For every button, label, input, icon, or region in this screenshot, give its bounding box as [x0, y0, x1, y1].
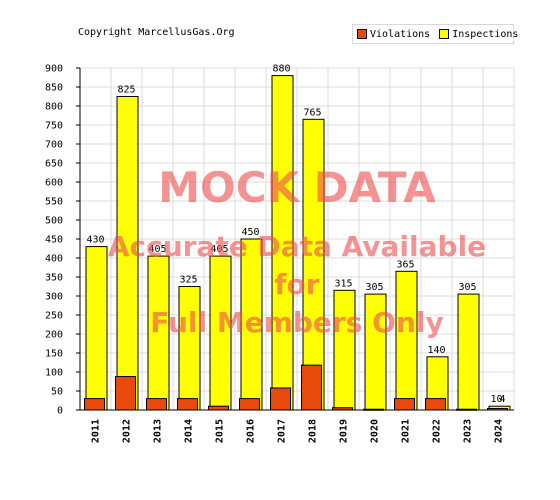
copyright-text: Copyright MarcellusGas.Org: [78, 27, 235, 38]
data-label-inspections: 450: [241, 227, 259, 238]
watermark-line-1: Accurate Data Available: [107, 230, 487, 263]
legend-item-inspections: Inspections: [439, 29, 518, 40]
data-label-violations: 4: [499, 394, 505, 405]
x-tick-label: 2018: [308, 419, 319, 443]
y-tick-label: 0: [57, 406, 63, 417]
y-tick-label: 250: [45, 311, 63, 322]
data-label-inspections: 430: [86, 235, 104, 246]
data-label-violations: 30: [430, 385, 442, 396]
legend: Violations Inspections: [352, 24, 518, 44]
watermark-line-2: for: [274, 268, 320, 301]
y-tick-label: 200: [45, 330, 63, 341]
legend-label-violations: Violations: [370, 28, 431, 40]
legend-swatch-inspections: [439, 29, 450, 39]
x-tick-label: 2017: [277, 419, 288, 443]
data-label-inspections: 140: [427, 345, 445, 356]
data-label-inspections: 880: [272, 64, 290, 75]
y-tick-label: 500: [45, 216, 63, 227]
data-label-inspections: 405: [148, 244, 166, 255]
bar-violations: [177, 398, 198, 411]
bar-violations: [394, 398, 415, 411]
bar-violations: [487, 407, 508, 411]
data-label-violations: 88: [120, 364, 132, 375]
data-label-inspections: 825: [117, 85, 135, 96]
x-tick-label: 2014: [184, 419, 195, 443]
watermark-line-3: Full Members Only: [150, 306, 444, 339]
data-label-violations: 118: [303, 352, 321, 363]
data-label-inspections: 305: [458, 282, 476, 293]
x-tick-label: 2013: [153, 419, 164, 443]
x-tick-label: 2012: [122, 419, 133, 443]
bar-violations: [115, 376, 136, 411]
y-tick-label: 550: [45, 197, 63, 208]
data-label-violations: 30: [182, 385, 194, 396]
data-label-violations: 30: [89, 385, 101, 396]
data-label-violations: 58: [275, 375, 287, 386]
watermark-main: MOCK DATA: [158, 163, 436, 212]
x-tick-label: 2021: [401, 419, 412, 443]
y-tick-label: 650: [45, 159, 63, 170]
data-label-inspections: 765: [303, 107, 321, 118]
y-tick-label: 350: [45, 273, 63, 284]
data-label-violations: 6: [340, 385, 346, 396]
x-tick-label: 2019: [339, 419, 350, 443]
y-tick-label: 600: [45, 178, 63, 189]
x-tick-label: 2022: [432, 419, 443, 443]
data-label-violations: 30: [244, 385, 256, 396]
bar-violations: [84, 398, 105, 411]
y-tick-label: 850: [45, 83, 63, 94]
legend-item-violations: Violations: [357, 29, 430, 40]
x-tick-label: 2016: [246, 419, 257, 443]
data-label-violations: 10: [213, 385, 225, 396]
bar-violations: [239, 398, 260, 411]
bar-violations: [363, 408, 384, 411]
data-label-inspections: 325: [179, 275, 197, 286]
bar-violations: [208, 405, 229, 411]
y-tick-label: 150: [45, 349, 63, 360]
y-tick-label: 700: [45, 140, 63, 151]
y-tick-label: 300: [45, 292, 63, 303]
y-tick-label: 450: [45, 235, 63, 246]
data-label-violations: 30: [399, 385, 411, 396]
y-tick-label: 400: [45, 254, 63, 265]
x-tick-label: 2011: [91, 419, 102, 443]
x-tick-label: 2024: [494, 419, 505, 443]
bar-violations: [456, 408, 477, 411]
bar-violations: [332, 407, 353, 411]
data-label-inspections: 10: [490, 394, 502, 405]
data-label-inspections: 305: [365, 282, 383, 293]
bar-violations: [301, 364, 322, 411]
data-label-violations: 2: [371, 385, 377, 396]
y-tick-label: 100: [45, 368, 63, 379]
bar-violations: [270, 387, 291, 411]
legend-swatch-violations: [357, 29, 367, 39]
legend-label-inspections: Inspections: [452, 28, 519, 40]
data-label-inspections: 315: [334, 278, 352, 289]
x-tick-label: 2020: [370, 419, 381, 443]
y-tick-label: 800: [45, 102, 63, 113]
data-label-violations: 2: [464, 385, 470, 396]
data-label-violations: 30: [151, 385, 163, 396]
y-tick-label: 900: [45, 64, 63, 75]
y-tick-label: 50: [51, 387, 63, 398]
bar-violations: [146, 398, 167, 411]
x-tick-label: 2015: [215, 419, 226, 443]
y-tick-label: 750: [45, 121, 63, 132]
data-label-inspections: 365: [396, 259, 414, 270]
data-label-inspections: 405: [210, 244, 228, 255]
bar-violations: [425, 398, 446, 411]
x-tick-label: 2023: [463, 419, 474, 443]
